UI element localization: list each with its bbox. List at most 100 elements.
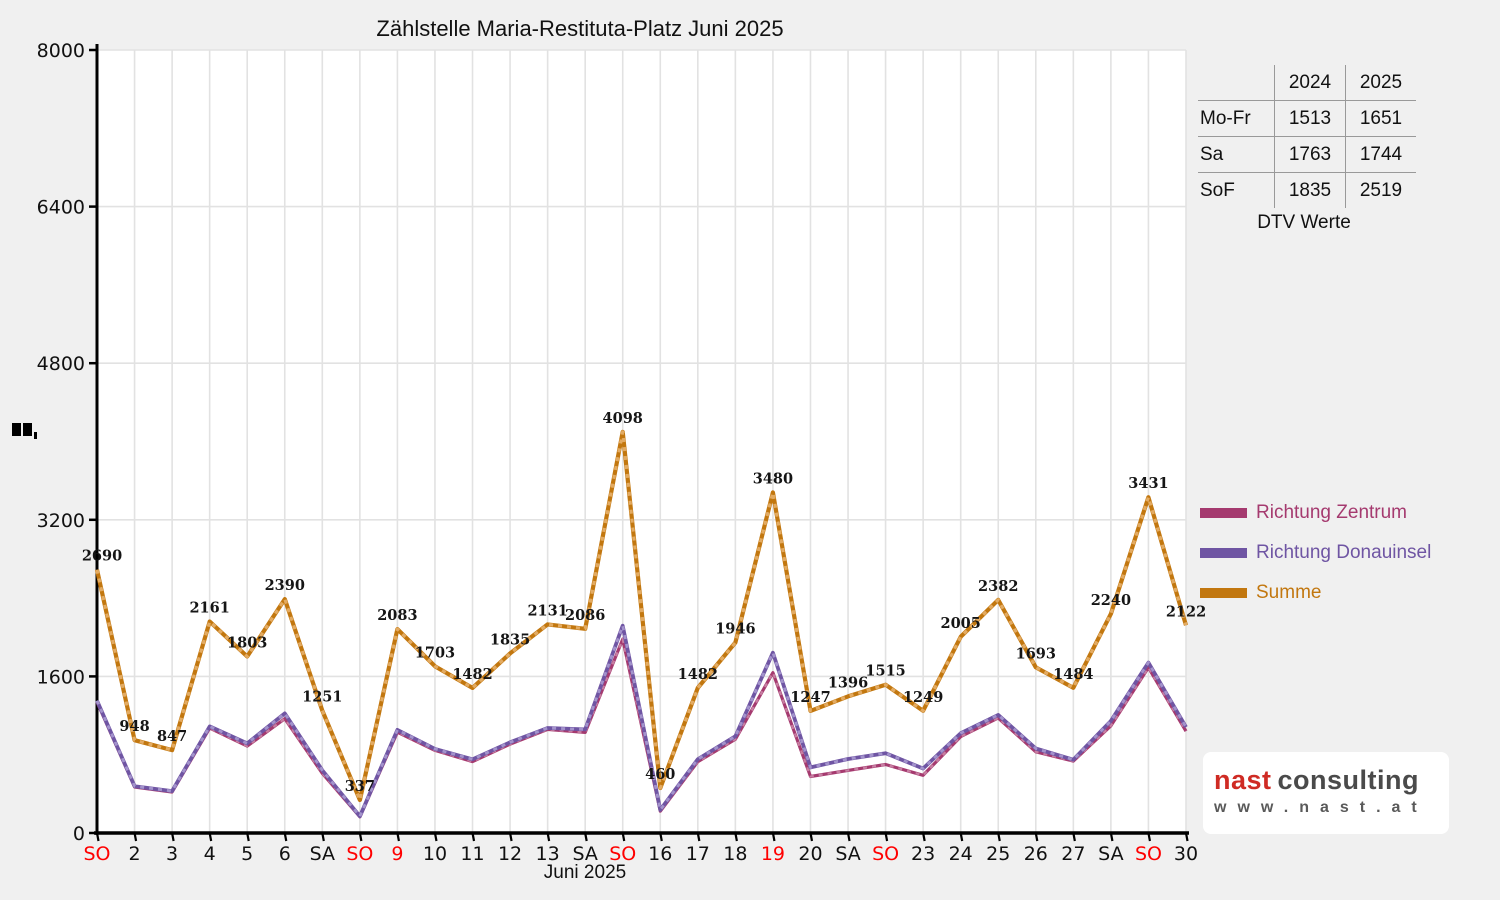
x-tick-label: 4 (204, 843, 216, 865)
x-tick-label: SA (835, 843, 860, 865)
legend-swatch-zentrum (1200, 508, 1247, 518)
x-tick-mark (659, 832, 663, 842)
cell-value: 2519 (1345, 172, 1416, 208)
x-tick-mark (884, 832, 889, 842)
y-axis-label-glyph (12, 423, 38, 443)
cell-value: 1513 (1274, 100, 1346, 137)
x-tick-mark (171, 832, 175, 842)
data-label: 1515 (865, 663, 905, 680)
legend-label: Richtung Donauinsel (1256, 542, 1432, 563)
x-tick-label: 24 (949, 843, 973, 865)
data-label: 1482 (678, 666, 718, 683)
x-tick-label: 27 (1061, 843, 1085, 865)
x-tick-mark (358, 832, 363, 842)
legend-item-summe: Summe (1200, 573, 1431, 613)
x-tick-label: SA (310, 843, 335, 865)
legend-swatch-donauinsel (1200, 548, 1247, 558)
data-label: 1249 (903, 689, 943, 706)
logo-brand-nast: nast (1214, 765, 1272, 795)
data-label: 2382 (978, 578, 1018, 595)
y-tick-label: 4800 (37, 353, 85, 375)
x-tick-mark (734, 832, 738, 842)
x-tick-label: SO (872, 843, 899, 865)
x-tick-label: 3 (166, 843, 178, 865)
legend-label: Richtung Zentrum (1256, 502, 1408, 523)
x-axis-title: Juni 2025 (543, 862, 627, 883)
row-label: Sa (1198, 136, 1275, 173)
logo-brand-consulting: consulting (1277, 765, 1420, 795)
data-label: 2131 (527, 602, 567, 619)
x-tick-label: SA (1098, 843, 1123, 865)
data-label: 1703 (415, 644, 455, 661)
x-tick-mark (1109, 832, 1114, 842)
data-label: 2240 (1091, 592, 1131, 609)
x-tick-label: 13 (536, 843, 560, 865)
x-tick-label: 9 (391, 843, 403, 865)
logo-url: www.nast.at (1214, 799, 1428, 816)
x-tick-mark (1072, 832, 1076, 842)
x-tick-mark (283, 832, 288, 842)
x-tick-mark (246, 832, 250, 842)
x-tick-mark (508, 832, 513, 842)
x-tick-mark (133, 832, 138, 842)
x-tick-label: 26 (1024, 843, 1048, 865)
chart-title: Zählstelle Maria-Restituta-Platz Juni 20… (376, 16, 784, 41)
table-header-row: 2024 2025 (1198, 65, 1416, 101)
data-label: 1482 (452, 666, 492, 683)
data-label: 2086 (565, 607, 605, 624)
data-label: 1803 (227, 635, 267, 652)
logo-brand: nast consulting (1214, 765, 1449, 796)
dtv-table: 2024 2025 Mo-Fr 1513 1651 Sa 1763 1744 S… (1198, 65, 1416, 234)
x-tick-label: 25 (986, 843, 1010, 865)
x-tick-label: SO (346, 843, 373, 865)
x-tick-mark (95, 832, 100, 842)
data-label: 1396 (828, 674, 868, 691)
y-tick-label: 1600 (37, 666, 85, 688)
x-tick-label: 19 (761, 843, 785, 865)
legend-swatch-summe (1200, 588, 1247, 598)
plot-area (97, 50, 1186, 833)
dtv-table-grid: 2024 2025 Mo-Fr 1513 1651 Sa 1763 1744 S… (1198, 65, 1416, 208)
x-tick-mark (208, 832, 213, 842)
series-line-summe-hatch (95, 430, 1188, 802)
x-tick-mark (396, 832, 400, 842)
x-tick-mark (546, 832, 551, 842)
table-row: SoF 1835 2519 (1198, 172, 1416, 208)
data-label: 1484 (1053, 666, 1093, 683)
table-header-2025: 2025 (1345, 65, 1416, 101)
x-tick-label: 20 (798, 843, 822, 865)
x-tick-label: 17 (686, 843, 710, 865)
x-tick-mark (1034, 832, 1039, 842)
data-label: 460 (645, 766, 675, 783)
data-label: 2005 (941, 615, 981, 632)
chart-legend: Richtung Zentrum Richtung Donauinsel Sum… (1200, 493, 1431, 613)
x-tick-mark (471, 832, 476, 842)
x-tick-label: SO (83, 843, 110, 865)
x-tick-mark (771, 832, 776, 842)
x-tick-label: 5 (241, 843, 253, 865)
row-label: Mo-Fr (1198, 100, 1275, 137)
data-label: 4098 (603, 410, 643, 427)
x-tick-label: 23 (911, 843, 935, 865)
data-label: 847 (157, 728, 187, 745)
data-label: 337 (345, 778, 375, 795)
y-tick-label: 6400 (37, 197, 85, 219)
data-label: 2390 (265, 577, 305, 594)
y-tick-label: 3200 (37, 510, 85, 532)
x-tick-label: 2 (129, 843, 141, 865)
x-tick-label: SO (1135, 843, 1162, 865)
data-label: 1835 (490, 631, 530, 648)
nast-logo: nast consulting www.nast.at (1203, 752, 1449, 834)
cell-value: 1835 (1274, 172, 1346, 208)
series-line-richtung-donauinsel-hatch (95, 624, 1188, 818)
cell-value: 1651 (1345, 100, 1416, 137)
x-tick-label: SA (572, 843, 597, 865)
x-tick-mark (584, 832, 588, 842)
data-label: 1946 (715, 621, 755, 638)
data-label: 1693 (1016, 645, 1056, 662)
data-label: 2122 (1166, 603, 1206, 620)
y-tick-label: 0 (73, 823, 85, 845)
legend-item-donauinsel: Richtung Donauinsel (1200, 533, 1431, 573)
